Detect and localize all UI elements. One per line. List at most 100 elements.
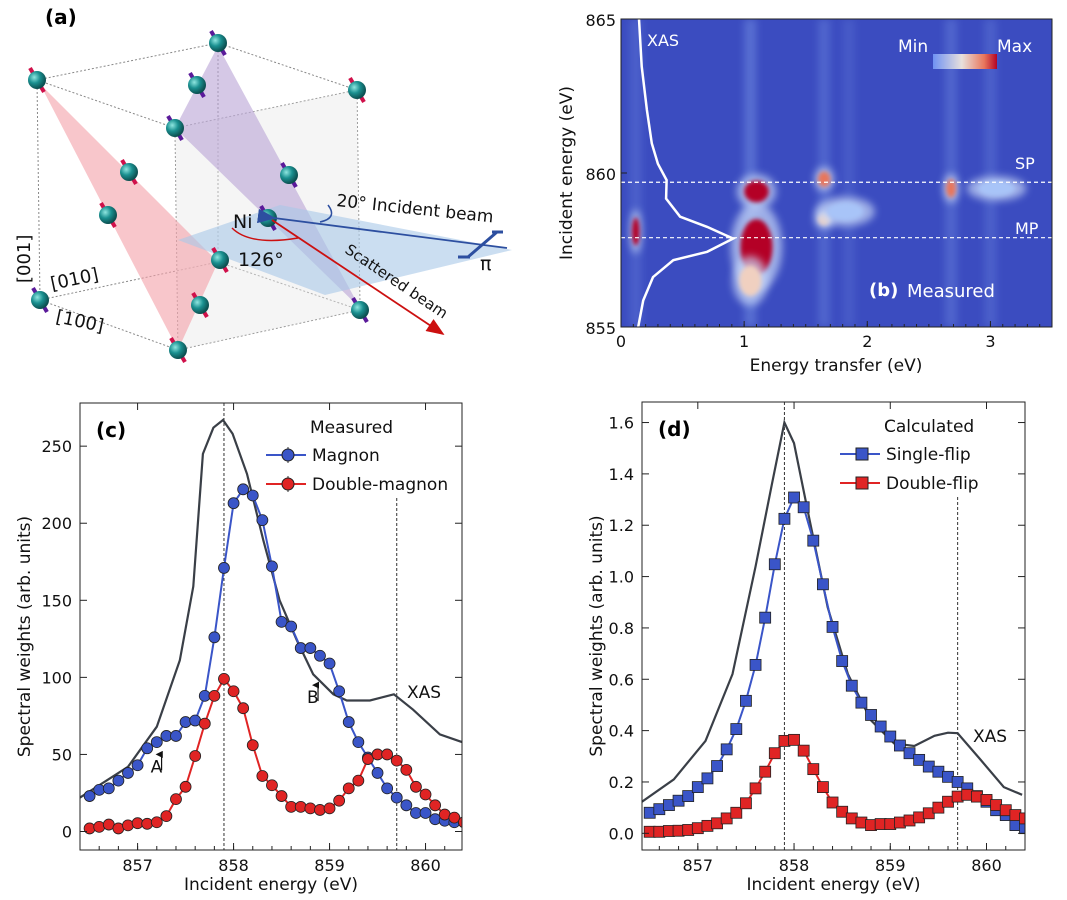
data-point (246, 489, 259, 502)
heatmap-spot (739, 265, 762, 297)
data-point (275, 790, 288, 802)
data-point (797, 501, 810, 514)
y-tick-label: 1.6 (609, 414, 634, 433)
data-point (93, 783, 106, 796)
axis-ticks: 0 1 2 3 855 860 865 (585, 11, 1041, 351)
ni-atom (120, 163, 138, 181)
y-tick-label: 860 (585, 165, 616, 184)
data-point (189, 750, 202, 762)
data-point (1019, 812, 1025, 825)
data-point (237, 483, 250, 496)
data-point (730, 723, 743, 735)
data-point (701, 772, 714, 785)
y-tick-label: 100 (41, 668, 72, 687)
polarization-label: π (480, 253, 491, 275)
colorbar-max-label: Max (997, 37, 1032, 57)
xas-label: XAS (407, 683, 441, 703)
angle-arc-20 (319, 204, 333, 223)
axis-001-label: [001] (14, 235, 35, 283)
data-point (913, 753, 926, 766)
data-point (122, 819, 134, 832)
data-point (951, 776, 964, 788)
panel-a-lattice-diagram: (a) Ni 20° Incident beam 126° Scattered … (14, 5, 512, 364)
data-point (817, 578, 829, 591)
y-tick-label: 0.6 (609, 670, 634, 689)
legend-marker (855, 476, 869, 490)
heatmap-streak (945, 19, 958, 327)
data-point (778, 512, 791, 525)
plot-area (80, 403, 462, 850)
data-point (275, 615, 288, 628)
heatmap-features (629, 19, 1027, 327)
heatmap-spot (978, 180, 1016, 197)
heatmap-spot (818, 171, 831, 187)
data-point (112, 774, 125, 787)
legend-marker (281, 448, 295, 462)
ni-atom (348, 81, 366, 99)
data-point (749, 658, 762, 671)
data-point (865, 709, 877, 721)
data-point (314, 804, 326, 816)
y-tick-label: 865 (585, 11, 616, 30)
legend-label-double-flip: Double-flip (886, 474, 979, 494)
xas-curve (636, 19, 736, 327)
heatmap-streak (629, 19, 642, 327)
y-tick-label: 50 (52, 745, 72, 764)
colorbar (933, 54, 997, 69)
legend: Measured Magnon Double-magnon (266, 418, 448, 495)
ni-atom (280, 166, 298, 184)
data-point (266, 560, 278, 573)
panel-d-calculated-chart: 857 858 859 860 0.0 0.2 0.4 0.6 0.8 1.0 1.2 1.4 1.6 I… (587, 401, 1026, 895)
y-axis-label: Spectral weights (arb. units) (15, 516, 35, 757)
x-tick-label: 1 (739, 332, 749, 351)
angle-126-label: 126° (238, 249, 284, 271)
data-point (218, 562, 230, 574)
data-point (237, 702, 250, 715)
data-point (807, 763, 820, 776)
incident-beam-arrow (257, 208, 508, 249)
plot-frame (641, 401, 1026, 851)
y-axis-label: Incident energy (eV) (557, 86, 577, 260)
data-point (903, 747, 916, 760)
data-point (333, 794, 346, 807)
y-axis-label: Spectral weights (arb. units) (587, 515, 607, 756)
data-point (381, 748, 394, 761)
ni-label: Ni (233, 211, 253, 233)
data-point (294, 800, 307, 813)
y-tick-label: 200 (41, 514, 72, 533)
ni-atom (28, 71, 46, 89)
scattered-beam-arrow (271, 219, 445, 335)
data-point (826, 796, 839, 809)
data-point (893, 739, 906, 752)
axis-100-label: [100] (54, 306, 106, 337)
data-point (256, 514, 269, 527)
x-tick-label: 858 (218, 856, 249, 875)
mp-label: MP (1015, 219, 1039, 238)
data-point (150, 736, 163, 749)
data-point (682, 790, 695, 802)
data-point (932, 801, 945, 814)
atoms (28, 29, 369, 364)
data-point (266, 779, 278, 792)
reference-lines (621, 181, 1052, 239)
red-plane (40, 84, 218, 350)
data-point (381, 782, 394, 795)
y-tick-label: 0.0 (609, 824, 634, 843)
legend-label-single-flip: Single-flip (886, 445, 971, 465)
data-point (218, 673, 230, 685)
legend-title: Calculated (884, 417, 974, 437)
colorbar-min-label: Min (898, 37, 928, 57)
angle-arc-126 (231, 227, 299, 242)
legend-label-magnon: Magnon (312, 446, 380, 466)
y-tick-label: 150 (41, 591, 72, 610)
y-tick-label: 1.2 (609, 516, 634, 535)
data-point (198, 717, 211, 730)
ni-atom (99, 206, 117, 224)
data-point (788, 491, 800, 504)
panel-a-label: (a) (45, 5, 77, 29)
data-point (400, 799, 413, 812)
data-point (400, 763, 413, 776)
data-point (352, 774, 365, 787)
data-point (429, 799, 442, 812)
data-point (740, 797, 752, 810)
